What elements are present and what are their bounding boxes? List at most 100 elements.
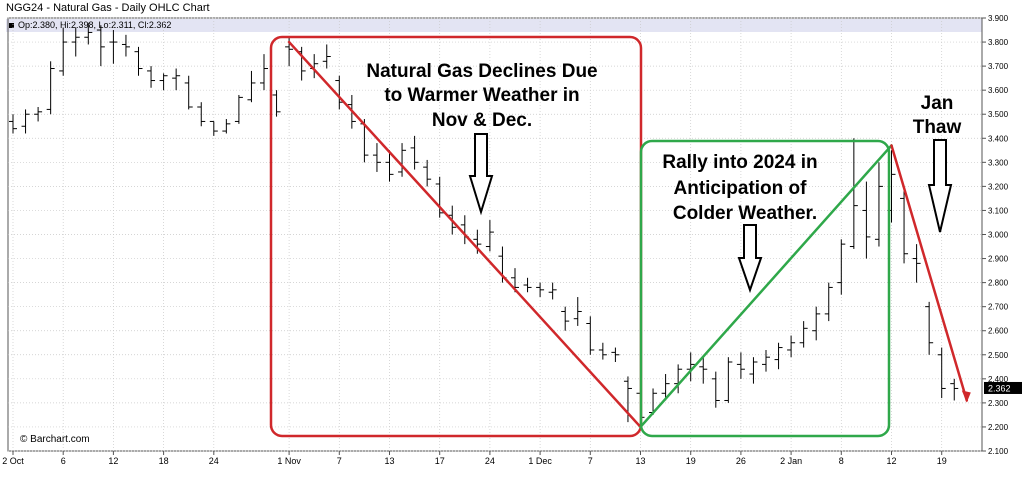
x-tick-label: 7: [337, 456, 342, 466]
ohlc-bar: [849, 138, 858, 249]
ohlc-bar: [548, 282, 557, 300]
ohlc-bar: [222, 119, 231, 134]
ohlc-bar: [84, 22, 93, 45]
trend-line-red: [890, 144, 969, 402]
ohlc-bar: [724, 357, 733, 403]
ohlc-bar: [121, 34, 130, 57]
watermark: © Barchart.com: [20, 434, 90, 445]
x-tick-label: 18: [159, 456, 169, 466]
x-tick-label: 1 Nov: [277, 456, 301, 466]
ohlc-bar: [9, 114, 17, 134]
ohlc-bar: [762, 349, 770, 372]
x-tick-label: 24: [485, 456, 495, 466]
ohlc-bar: [925, 301, 934, 355]
x-tick-label: 19: [937, 456, 947, 466]
ohlc-bar: [611, 347, 620, 362]
x-tick-label: 17: [435, 456, 445, 466]
ohlc-bar: [410, 135, 419, 170]
ohlc-bar: [485, 220, 494, 252]
x-tick-label: 8: [839, 456, 844, 466]
y-axis: 2.100 2.200 2.300 2.400 2.500 2.600 2.700 2.800…: [982, 14, 1022, 456]
annotation-overlays: [269, 35, 953, 438]
thaw-annotation-line-1: Jan: [921, 93, 954, 114]
grid-lines: [7, 17, 983, 452]
ohlc-bar: [372, 143, 381, 172]
ohlc-bar: [799, 321, 808, 348]
y-tick-label: 2.400: [988, 375, 1009, 384]
thaw-annotation-line-2: Thaw: [913, 117, 962, 138]
y-tick-label: 3.100: [988, 206, 1009, 215]
ohlc-bar: [736, 352, 745, 379]
ohlc-bar: [109, 30, 118, 64]
x-tick-label: 13: [384, 456, 394, 466]
x-tick-label: 1 Dec: [528, 456, 552, 466]
down-arrow-icon: [468, 133, 494, 216]
ohlc-bar: [699, 357, 708, 384]
ohlc-bar: [197, 102, 206, 127]
ohlc-readout: Op:2.380, Hi:2.398, Lo:2.311, Cl:2.362: [18, 20, 172, 30]
ohlc-bar: [96, 25, 105, 67]
ohlc-bar: [159, 73, 168, 91]
ohlc-readout-bar: [6, 19, 982, 32]
annotation-labels: Natural Gas Declines Due to Warmer Weath…: [366, 61, 961, 224]
x-tick-label: 7: [588, 456, 593, 466]
ohlc-bar: [385, 150, 394, 182]
ohlc-bar: [774, 342, 783, 370]
x-axis: 2 Oct 6 12 18 24 1 Nov 7 13 17 24 1 Dec 7 13 19 26 2 Ja…: [2, 451, 947, 466]
x-tick-label: 19: [686, 456, 696, 466]
down-arrow-icon: [927, 139, 953, 233]
x-tick-label: 2 Oct: [2, 456, 24, 466]
ohlc-bar: [523, 277, 532, 293]
rally-annotation-line-1: Rally into 2024 in: [662, 152, 817, 173]
y-tick-label: 2.100: [988, 447, 1009, 456]
x-tick-label: 12: [886, 456, 896, 466]
chart-title: NGG24 - Natural Gas - Daily OHLC Chart: [6, 2, 210, 14]
trend-arrowhead-icon: [961, 390, 971, 403]
x-tick-label: 2 Jan: [780, 456, 802, 466]
y-tick-label: 3.900: [988, 14, 1009, 23]
ohlc-bar: [573, 297, 582, 326]
y-tick-label: 3.600: [988, 86, 1009, 95]
ohlc-bar: [71, 27, 80, 57]
price-bars: [9, 22, 959, 425]
ohlc-bar: [134, 46, 143, 76]
ohlc-bar: [824, 282, 833, 322]
ohlc-bar: [234, 94, 243, 124]
y-tick-label: 3.300: [988, 158, 1009, 167]
ohlc-bar: [423, 159, 432, 187]
x-tick-label: 26: [736, 456, 746, 466]
ohlc-bar: [21, 109, 30, 134]
rally-annotation-line-3: Colder Weather.: [673, 203, 817, 224]
y-tick-label: 2.600: [988, 327, 1009, 336]
rally-annotation-line-2: Anticipation of: [674, 178, 808, 199]
y-tick-label: 2.900: [988, 255, 1009, 264]
ohlc-bar: [260, 54, 268, 91]
y-tick-label: 2.800: [988, 279, 1009, 288]
down-arrow-icon: [737, 224, 763, 294]
y-tick-label: 2.500: [988, 351, 1009, 360]
ohlc-bar: [837, 239, 846, 295]
ohlc-bar: [937, 347, 946, 399]
y-tick-label: 2.300: [988, 399, 1009, 408]
ohlc-bar: [749, 357, 758, 384]
ohlc-bar: [184, 75, 193, 110]
trend-line-red: [287, 40, 642, 429]
y-tick-label: 3.200: [988, 182, 1009, 191]
rally-box: [639, 139, 891, 438]
x-tick-label: 6: [61, 456, 66, 466]
y-tick-label: 3.400: [988, 134, 1009, 143]
y-tick-label: 3.800: [988, 38, 1009, 47]
y-tick-label: 2.200: [988, 423, 1009, 432]
decline-annotation-line-3: Nov & Dec.: [432, 110, 532, 131]
ohlc-bar: [59, 27, 68, 76]
y-tick-label: 2.700: [988, 303, 1009, 312]
ohlc-marker-icon: [9, 23, 14, 28]
ohlc-bar: [661, 374, 670, 401]
ohlc-bar: [912, 244, 921, 283]
ohlc-bar: [536, 282, 545, 298]
decline-annotation-line-1: Natural Gas Declines Due: [366, 61, 597, 82]
ohlc-bar: [46, 61, 55, 115]
ohlc-bar: [862, 181, 871, 259]
ohlc-bar: [147, 66, 156, 88]
ohlc-bar: [812, 306, 821, 341]
